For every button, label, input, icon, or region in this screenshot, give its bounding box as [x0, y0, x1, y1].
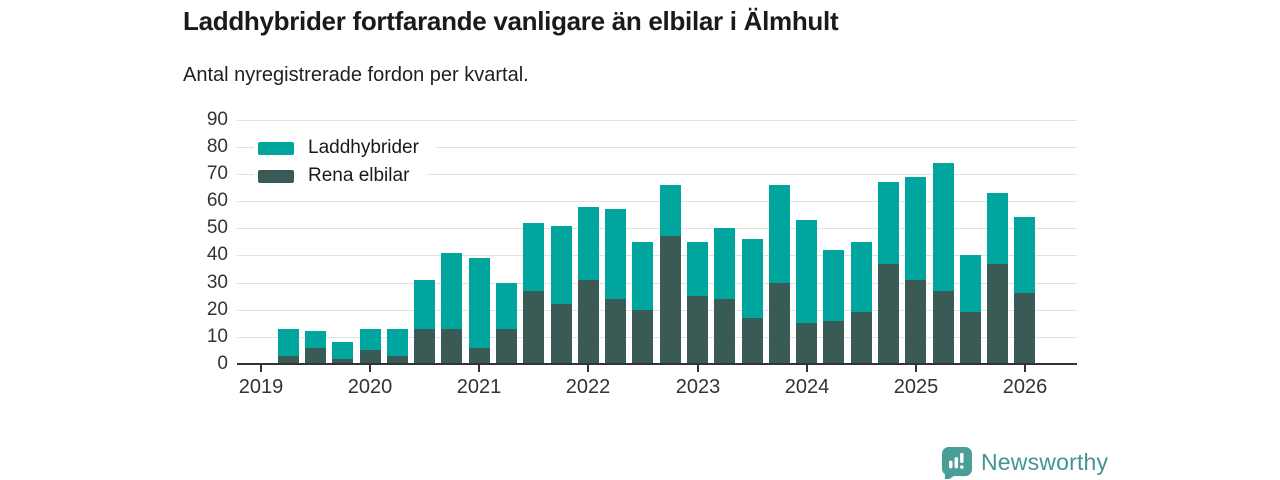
y-axis-label: 0	[176, 353, 228, 375]
bar-segment-laddhybrider	[278, 329, 299, 356]
x-axis-year-label: 2025	[871, 376, 961, 398]
x-axis-year-label: 2020	[325, 376, 415, 398]
bar-segment-laddhybrider	[851, 242, 872, 313]
bar-segment-rena-elbilar	[987, 264, 1008, 364]
bar-segment-laddhybrider	[878, 182, 899, 263]
chart-legend: Laddhybrider Rena elbilar	[254, 136, 437, 192]
legend-swatch-laddhybrider	[258, 142, 294, 155]
bar-segment-rena-elbilar	[523, 291, 544, 364]
chart-canvas: Laddhybrider fortfarande vanligare än el…	[0, 0, 1280, 480]
bar-segment-laddhybrider	[578, 207, 599, 280]
bar-segment-rena-elbilar	[714, 299, 735, 364]
x-axis-tick	[806, 365, 808, 372]
bar-segment-rena-elbilar	[441, 329, 462, 364]
bar-segment-rena-elbilar	[878, 264, 899, 364]
x-axis-tick	[478, 365, 480, 372]
bar-segment-rena-elbilar	[905, 280, 926, 364]
bar-segment-rena-elbilar	[796, 323, 817, 364]
bar-segment-rena-elbilar	[496, 329, 517, 364]
bar-segment-laddhybrider	[496, 283, 517, 329]
newsworthy-wordmark: Newsworthy	[981, 449, 1108, 476]
x-axis-year-label: 2021	[434, 376, 524, 398]
bar-segment-laddhybrider	[523, 223, 544, 291]
bar-chart-speech-bubble-icon	[941, 446, 972, 479]
bar-segment-laddhybrider	[551, 226, 572, 305]
bar-segment-rena-elbilar	[823, 321, 844, 364]
x-axis-year-label: 2019	[216, 376, 306, 398]
x-axis-tick	[369, 365, 371, 372]
x-axis-tick	[697, 365, 699, 372]
legend-label: Laddhybrider	[308, 137, 419, 159]
bar-segment-laddhybrider	[714, 228, 735, 299]
bar-segment-laddhybrider	[796, 220, 817, 323]
bar-segment-laddhybrider	[987, 193, 1008, 264]
bar-segment-rena-elbilar	[578, 280, 599, 364]
bar-segment-rena-elbilar	[1014, 293, 1035, 364]
y-axis-label: 80	[176, 136, 228, 158]
y-axis-label: 40	[176, 244, 228, 266]
x-axis-line	[237, 363, 1077, 365]
bar-segment-rena-elbilar	[960, 312, 981, 364]
bar-segment-laddhybrider	[360, 329, 381, 351]
bar-segment-laddhybrider	[960, 255, 981, 312]
gridline-y-90	[237, 120, 1077, 121]
legend-item-rena-elbilar: Rena elbilar	[254, 164, 427, 188]
bar-segment-rena-elbilar	[851, 312, 872, 364]
bar-segment-rena-elbilar	[305, 348, 326, 364]
x-axis-tick	[915, 365, 917, 372]
y-axis-label: 70	[176, 163, 228, 185]
y-axis-label: 60	[176, 190, 228, 212]
x-axis-year-label: 2024	[762, 376, 852, 398]
bar-segment-laddhybrider	[742, 239, 763, 318]
y-axis-label: 50	[176, 217, 228, 239]
bar-segment-rena-elbilar	[632, 310, 653, 364]
x-axis-tick	[1024, 365, 1026, 372]
bar-segment-laddhybrider	[823, 250, 844, 321]
bar-segment-laddhybrider	[632, 242, 653, 310]
bar-segment-laddhybrider	[387, 329, 408, 356]
bar-segment-laddhybrider	[305, 331, 326, 347]
bar-segment-laddhybrider	[905, 177, 926, 280]
bar-segment-laddhybrider	[687, 242, 708, 296]
y-axis-label: 20	[176, 299, 228, 321]
bar-segment-laddhybrider	[469, 258, 490, 348]
bar-segment-rena-elbilar	[687, 296, 708, 364]
bar-segment-laddhybrider	[332, 342, 353, 358]
bar-segment-laddhybrider	[414, 280, 435, 329]
bar-segment-rena-elbilar	[769, 283, 790, 364]
y-axis-label: 30	[176, 272, 228, 294]
x-axis-year-label: 2023	[653, 376, 743, 398]
newsworthy-logo: Newsworthy	[941, 446, 1108, 479]
bar-segment-rena-elbilar	[605, 299, 626, 364]
bar-segment-laddhybrider	[441, 253, 462, 329]
x-axis-tick	[260, 365, 262, 372]
y-axis-label: 90	[176, 109, 228, 131]
bar-segment-laddhybrider	[605, 209, 626, 299]
bar-segment-laddhybrider	[769, 185, 790, 283]
x-axis-tick	[587, 365, 589, 372]
bar-segment-laddhybrider	[660, 185, 681, 237]
bar-segment-rena-elbilar	[660, 236, 681, 364]
bar-segment-rena-elbilar	[551, 304, 572, 364]
bar-segment-rena-elbilar	[414, 329, 435, 364]
x-axis-year-label: 2022	[543, 376, 633, 398]
y-axis-label: 10	[176, 326, 228, 348]
stacked-bar-plot: 0 10 20 30 40 50 60 70 80 90 2019 2020 2021 2022 2023 2…	[0, 0, 1280, 480]
legend-label: Rena elbilar	[308, 165, 409, 187]
bar-segment-rena-elbilar	[469, 348, 490, 364]
legend-swatch-rena-elbilar	[258, 170, 294, 183]
bar-segment-laddhybrider	[933, 163, 954, 291]
bar-segment-laddhybrider	[1014, 217, 1035, 293]
legend-item-laddhybrider: Laddhybrider	[254, 136, 437, 160]
bar-segment-rena-elbilar	[360, 350, 381, 364]
bar-segment-rena-elbilar	[742, 318, 763, 364]
x-axis-year-label: 2026	[980, 376, 1070, 398]
bar-segment-rena-elbilar	[933, 291, 954, 364]
